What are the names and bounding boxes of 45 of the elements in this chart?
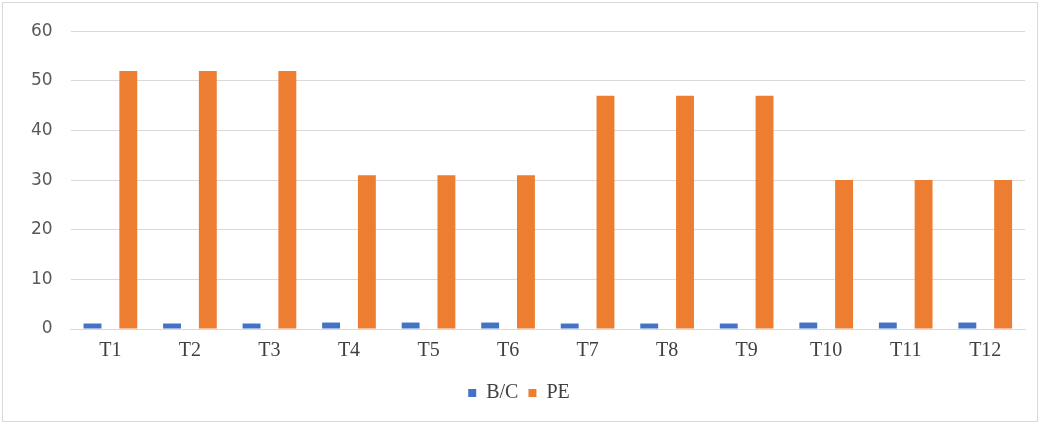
y-tick-label: 10: [30, 267, 53, 288]
bar: [878, 322, 897, 329]
bar: [401, 322, 420, 329]
x-tick-label: T2: [178, 338, 202, 361]
bar: [596, 95, 615, 329]
bar: [119, 70, 138, 329]
x-tick-label: T5: [417, 338, 440, 361]
bar: [278, 70, 297, 329]
bar: [835, 180, 854, 329]
x-tick-label: T12: [969, 338, 1002, 361]
x-tick-label: T10: [810, 338, 843, 361]
bar: [163, 323, 181, 329]
x-tick-label: T11: [889, 338, 922, 361]
bar: [755, 95, 774, 329]
legend-label: PE: [546, 380, 570, 403]
y-tick-label: 20: [30, 218, 53, 239]
bar: [914, 180, 933, 329]
x-tick-label: T1: [99, 338, 122, 361]
y-tick-label: 60: [30, 19, 53, 40]
bar: [198, 70, 217, 329]
y-tick-label: 40: [30, 118, 53, 139]
bar: [560, 323, 579, 329]
bar: [357, 175, 376, 329]
x-tick-label: T6: [496, 338, 520, 361]
bar: [640, 323, 659, 329]
bar: [437, 175, 456, 329]
bar: [958, 322, 977, 329]
bar: [322, 322, 341, 329]
y-tick-label: 0: [41, 317, 53, 338]
bar: [517, 175, 535, 329]
bar: [994, 180, 1013, 329]
x-tick-label: T4: [337, 338, 361, 361]
bar: [83, 323, 102, 329]
bar: [481, 322, 500, 329]
bar: [719, 323, 738, 329]
bar: [799, 322, 818, 329]
legend-label: B/C: [486, 380, 519, 403]
x-tick-label: T3: [258, 338, 281, 361]
x-tick-label: T8: [656, 338, 679, 361]
bar: [676, 95, 694, 329]
bar: [242, 323, 261, 329]
x-tick-label: T7: [576, 338, 599, 361]
y-tick-label: 30: [30, 168, 53, 189]
x-tick-label: T9: [735, 338, 758, 361]
y-tick-label: 50: [30, 69, 53, 90]
